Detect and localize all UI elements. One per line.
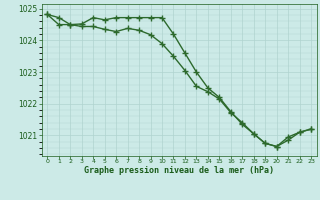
X-axis label: Graphe pression niveau de la mer (hPa): Graphe pression niveau de la mer (hPa): [84, 166, 274, 175]
